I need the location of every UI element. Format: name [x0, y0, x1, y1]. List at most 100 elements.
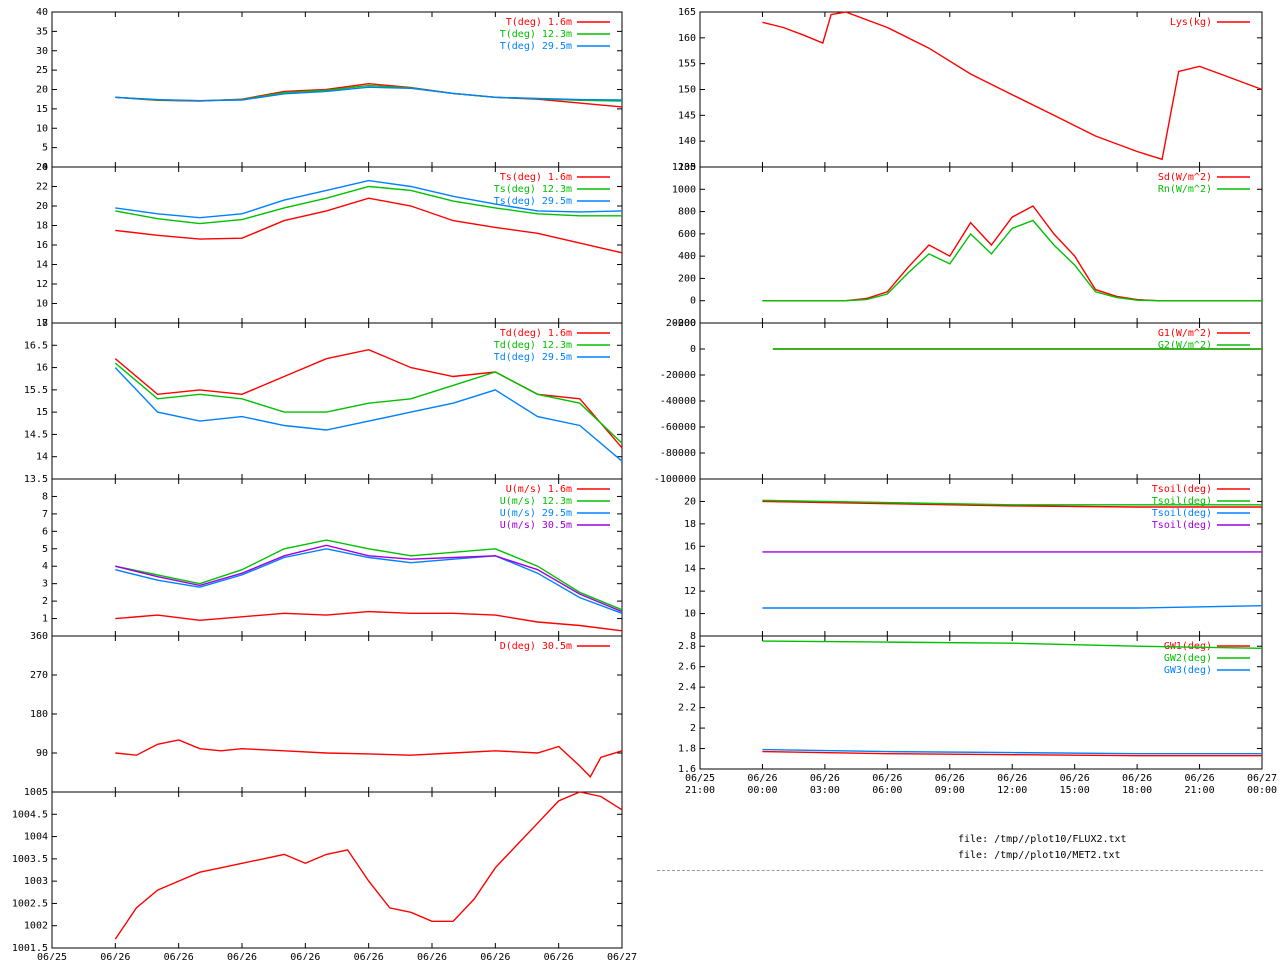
- x-tick-date: 06/27: [1247, 773, 1277, 784]
- y-tick-label: 0: [690, 296, 696, 307]
- series-line-pressure-0: [114, 791, 623, 940]
- panel-frame: [699, 11, 1263, 168]
- y-tick-label: 20000: [666, 318, 696, 329]
- series-line-radiation-1: [762, 219, 1262, 302]
- x-tick-date: 06/26: [100, 952, 130, 960]
- y-tick-label: 90: [36, 748, 48, 759]
- legend-label: Td(deg) 29.5m: [494, 352, 572, 363]
- x-tick-date: 06/26: [872, 773, 902, 784]
- legend-label: Ts(deg) 12.3m: [494, 184, 572, 195]
- y-tick-label: 40: [36, 7, 48, 18]
- x-tick-date: 06/26: [544, 952, 574, 960]
- y-tick-label: 140: [678, 136, 696, 147]
- panel-ground-water: 1.61.822.22.42.62.8 GW1(deg)GW2(deg)GW3(d…: [678, 635, 1263, 775]
- x-tick-date: 06/27: [607, 952, 637, 960]
- x-tick-date: 06/26: [810, 773, 840, 784]
- y-tick-label: -80000: [660, 448, 696, 459]
- y-tick-label: -20000: [660, 370, 696, 381]
- y-tick-label: 0: [690, 344, 696, 355]
- legend-label: Tsoil(deg): [1152, 508, 1212, 519]
- legend-label: D(deg) 30.5m: [500, 641, 572, 652]
- y-tick-label: 14.5: [24, 429, 48, 440]
- legend-label: U(m/s) 30.5m: [500, 520, 572, 531]
- y-tick-label: 165: [678, 7, 696, 18]
- series-line-radiation-0: [762, 205, 1262, 302]
- x-tick-date: 06/25: [685, 773, 715, 784]
- y-tick-label: 1002.5: [12, 898, 48, 909]
- legend-label: G2(W/m^2): [1158, 340, 1212, 351]
- x-tick-date: 06/25: [37, 952, 67, 960]
- y-tick-label: 15: [36, 104, 48, 115]
- panel-wind-direction: 90 180 270 360 D(deg) 30.5m: [30, 631, 623, 793]
- y-tick-label: 2.6: [678, 662, 696, 673]
- y-tick-label: 160: [678, 33, 696, 44]
- x-tick-time: 03:00: [810, 785, 840, 796]
- y-tick-label: 3: [42, 579, 48, 590]
- y-tick-label: 1200: [672, 162, 696, 173]
- x-tick-time: 09:00: [935, 785, 965, 796]
- y-tick-label: 1001.5: [12, 943, 48, 954]
- y-tick-label: 35: [36, 26, 48, 37]
- x-tick-date: 06/26: [290, 952, 320, 960]
- y-tick-label: -40000: [660, 396, 696, 407]
- x-tick-time: 06:00: [872, 785, 902, 796]
- x-tick-date: 06/26: [1122, 773, 1152, 784]
- y-tick-label: 1003: [24, 876, 48, 887]
- y-tick-label: 16.5: [24, 340, 48, 351]
- y-tick-label: 2: [42, 596, 48, 607]
- y-tick-label: 180: [30, 709, 48, 720]
- x-tick-date: 06/26: [417, 952, 447, 960]
- legend-label: GW2(deg): [1164, 653, 1212, 664]
- legend-label: U(m/s) 12.3m: [500, 496, 572, 507]
- y-tick-label: 270: [30, 670, 48, 681]
- x-tick-date: 06/26: [935, 773, 965, 784]
- y-tick-label: 1.8: [678, 744, 696, 755]
- x-tick-date: 06/26: [1185, 773, 1215, 784]
- y-tick-label: 17: [36, 318, 48, 329]
- y-tick-label: 2: [690, 723, 696, 734]
- x-tick-time: 00:00: [1247, 785, 1277, 796]
- x-axis-labels-left: 06/2521:0006/2600:0006/2603:0006/2606:00…: [37, 952, 637, 960]
- legend-label: GW3(deg): [1164, 665, 1212, 676]
- legend-label: Ts(deg) 1.6m: [500, 172, 572, 183]
- y-tick-label: 200: [678, 273, 696, 284]
- y-tick-label: 13.5: [24, 474, 48, 485]
- y-tick-label: 16: [36, 240, 48, 251]
- y-tick-label: 24: [36, 162, 48, 173]
- panel-pressure: 1001.5 1002 1002.5 1003 1003.5 1004 1004.5 1005: [12, 787, 623, 954]
- legend-label: Td(deg) 1.6m: [500, 328, 572, 339]
- x-tick-date: 06/26: [747, 773, 777, 784]
- x-tick-date: 06/26: [1060, 773, 1090, 784]
- series-line-wind-speed-2: [115, 548, 623, 614]
- series-line-wind-speed-0: [115, 610, 623, 632]
- y-tick-label: 18: [684, 519, 696, 530]
- y-tick-label: 10: [684, 609, 696, 620]
- y-tick-label: 14: [36, 452, 48, 463]
- series-line-surface-temp-1: [115, 185, 622, 225]
- x-axis-labels-right: 06/2521:0006/2600:0006/2603:0006/2606:00…: [685, 773, 1277, 796]
- y-tick-label: 18: [36, 221, 48, 232]
- y-tick-label: 800: [678, 207, 696, 218]
- series-line-dew-point-0: [114, 348, 623, 449]
- y-tick-label: 1004.5: [12, 809, 48, 820]
- y-tick-label: 2.8: [678, 641, 696, 652]
- y-tick-label: -200: [672, 318, 696, 329]
- legend-label: Ts(deg) 29.5m: [494, 196, 572, 207]
- y-tick-label: 8: [42, 491, 48, 502]
- y-tick-label: 145: [678, 110, 696, 121]
- file-path-flux: file: /tmp//plot10/FLUX2.txt: [958, 834, 1127, 845]
- legend-label: Tsoil(deg): [1152, 520, 1212, 531]
- series-line-snow-weight-0: [762, 11, 1263, 161]
- y-tick-label: 5: [42, 143, 48, 154]
- legend-label: Sd(W/m^2): [1158, 172, 1212, 183]
- y-tick-label: 8: [42, 318, 48, 329]
- panel-frame: [51, 791, 623, 949]
- y-tick-label: 10: [36, 123, 48, 134]
- y-tick-label: -100000: [654, 474, 696, 485]
- series-line-dew-point-1: [114, 362, 623, 444]
- x-tick-time: 12:00: [997, 785, 1027, 796]
- series-line-air-temp-2: [115, 86, 623, 102]
- y-tick-label: 22: [36, 182, 48, 193]
